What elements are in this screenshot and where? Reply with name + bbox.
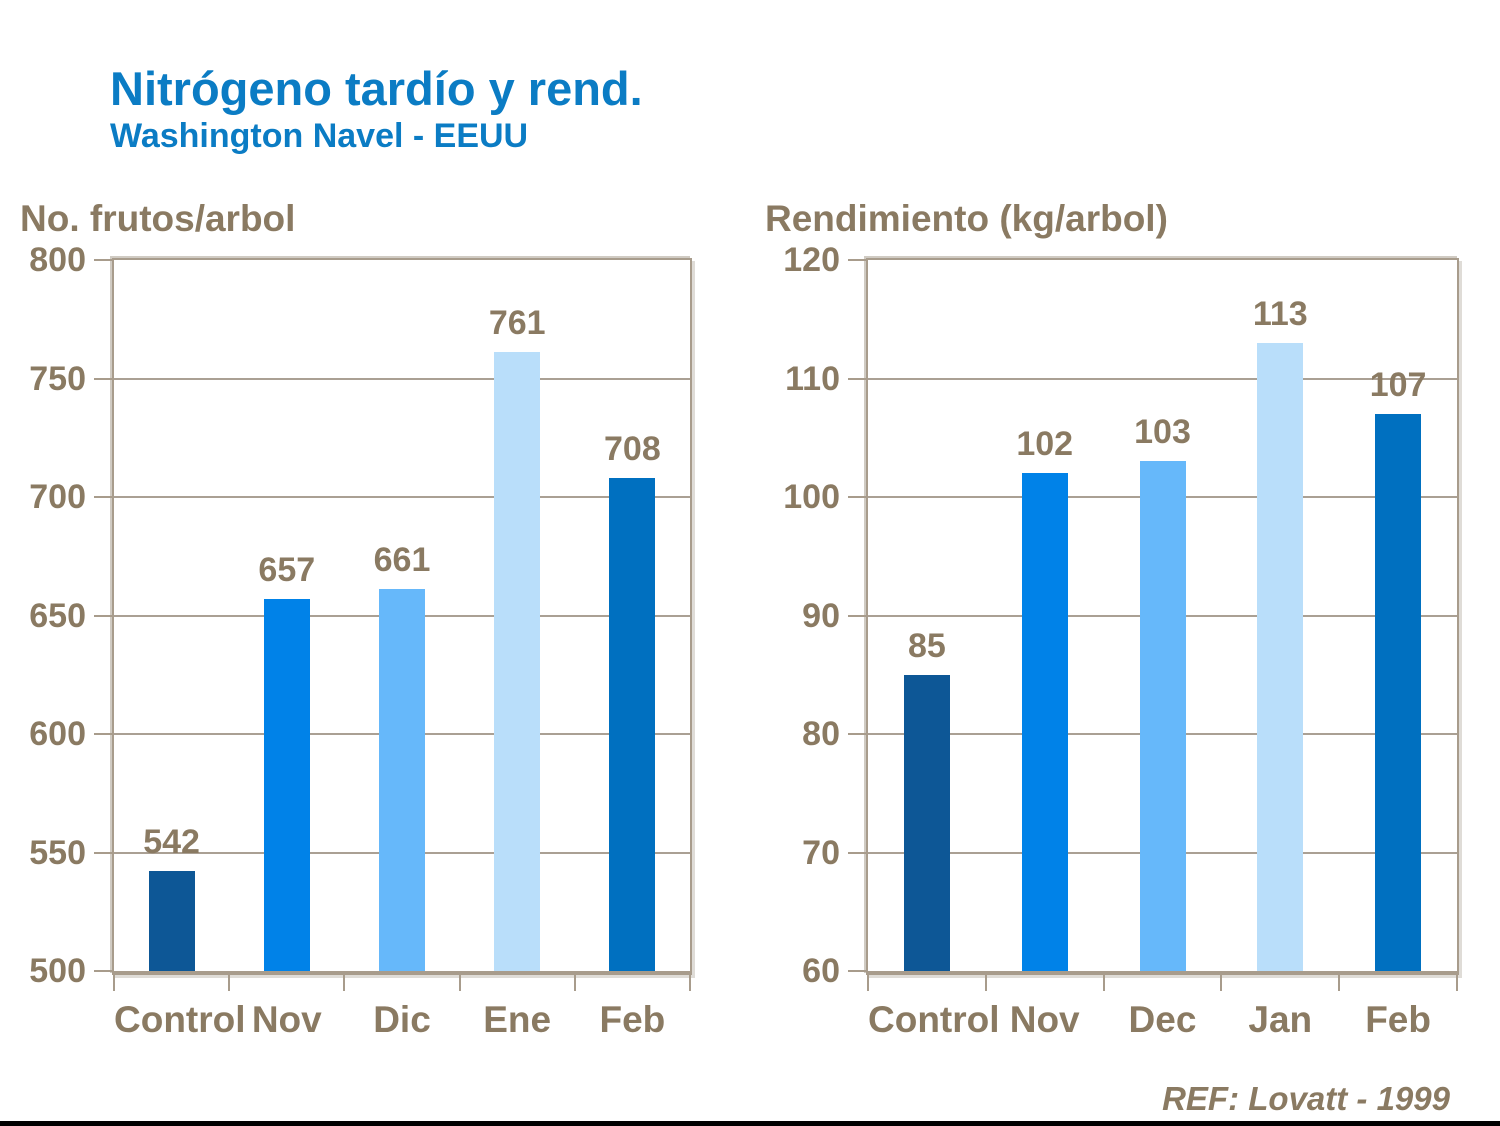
- x-axis-tick: [573, 975, 576, 991]
- y-tick-label: 70: [802, 833, 840, 872]
- reference-text: REF: Lovatt - 1999: [1162, 1080, 1450, 1117]
- y-axis-tick: [848, 733, 866, 735]
- y-axis-tick: [94, 259, 112, 261]
- bar-value-label: 542: [143, 823, 200, 862]
- y-tick-label: 90: [802, 596, 840, 635]
- y-axis-tick: [94, 614, 112, 617]
- gridline: [114, 377, 690, 380]
- bar-value-label: 102: [1016, 425, 1074, 464]
- x-category-label: Feb: [1365, 999, 1431, 1040]
- bar-dic: [379, 589, 425, 971]
- y-axis-tick: [94, 377, 112, 380]
- y-axis-tick: [94, 851, 112, 854]
- y-tick-label: 600: [29, 715, 86, 753]
- bar-value-label: 85: [907, 626, 946, 665]
- x-category-label: Control: [114, 999, 246, 1040]
- y-tick-label: 120: [783, 241, 840, 279]
- y-axis-tick: [848, 970, 866, 972]
- y-tick-label: 110: [785, 359, 840, 398]
- bar-value-label: 113: [1252, 294, 1308, 333]
- bar-control: [148, 871, 195, 971]
- x-category-label: Ene: [483, 999, 552, 1040]
- bar-dec: [1139, 461, 1186, 971]
- y-axis-tick: [848, 614, 866, 617]
- bar-jan: [1257, 342, 1304, 971]
- y-axis-tick: [848, 377, 866, 380]
- y-tick-label: 700: [29, 478, 86, 516]
- bottom-divider: [0, 1121, 1500, 1126]
- bar-value-label: 761: [488, 304, 546, 343]
- x-axis-tick: [1220, 975, 1223, 991]
- bar-nov: [1021, 473, 1068, 971]
- y-tick-label: 500: [29, 952, 86, 990]
- y-tick-label: 550: [29, 833, 86, 872]
- x-axis-tick: [867, 975, 869, 991]
- y-axis-tick: [848, 259, 866, 261]
- left-chart-title: No. frutos/arbol: [20, 198, 296, 239]
- x-category-label: Nov: [251, 999, 322, 1040]
- y-tick-label: 800: [29, 241, 86, 279]
- bar-value-label: 107: [1369, 366, 1427, 405]
- right-chart-title: Rendimiento (kg/arbol): [765, 198, 1168, 239]
- page-title: Nitrógeno tardío y rend.: [110, 62, 643, 115]
- page-subtitle: Washington Navel - EEUU: [110, 117, 529, 155]
- gridline: [114, 496, 690, 498]
- y-tick-label: 60: [802, 952, 840, 990]
- bar-feb: [609, 478, 656, 971]
- y-axis-tick: [94, 970, 112, 972]
- x-axis-tick: [984, 975, 987, 991]
- x-axis-tick: [458, 975, 461, 991]
- bar-value-label: 661: [373, 541, 431, 580]
- x-category-label: Control: [868, 999, 1000, 1040]
- bar-feb: [1375, 414, 1422, 971]
- title-block: Nitrógeno tardío y rend. Washington Nave…: [110, 62, 643, 156]
- right-chart-plot: 60 70 80 90 100 110 120 85 Control 102 Nov 103 Dec 11…: [783, 241, 1459, 1040]
- bar-value-label: 708: [604, 430, 661, 469]
- x-category-label: Dic: [373, 999, 431, 1040]
- x-axis-tick: [228, 975, 231, 991]
- x-category-label: Dec: [1128, 999, 1197, 1040]
- x-axis-tick: [1338, 975, 1341, 991]
- y-axis-tick: [94, 733, 112, 735]
- y-tick-label: 100: [783, 478, 840, 516]
- x-axis-tick: [1456, 975, 1458, 991]
- y-axis-tick: [848, 496, 866, 498]
- bar-value-label: 657: [258, 550, 316, 589]
- x-category-label: Nov: [1009, 999, 1080, 1040]
- left-chart-plot: 500 550 600 650 700 750 800 542 Control 657 Nov 661…: [29, 241, 692, 1040]
- y-tick-label: 650: [29, 596, 86, 635]
- x-axis-tick: [113, 975, 115, 991]
- bar-value-label: 103: [1134, 413, 1191, 452]
- bar-ene: [494, 352, 541, 971]
- y-axis-tick: [848, 851, 866, 854]
- x-axis-tick: [1102, 975, 1105, 991]
- x-category-label: Feb: [599, 999, 666, 1040]
- x-category-label: Jan: [1248, 999, 1313, 1040]
- bar-nov: [263, 598, 310, 971]
- y-tick-label: 750: [29, 359, 86, 398]
- gridline: [868, 377, 1457, 380]
- y-tick-label: 80: [802, 715, 840, 753]
- x-axis-tick: [689, 975, 691, 991]
- bar-control: [903, 674, 950, 971]
- x-axis-tick: [343, 975, 346, 991]
- y-axis-tick: [94, 496, 112, 498]
